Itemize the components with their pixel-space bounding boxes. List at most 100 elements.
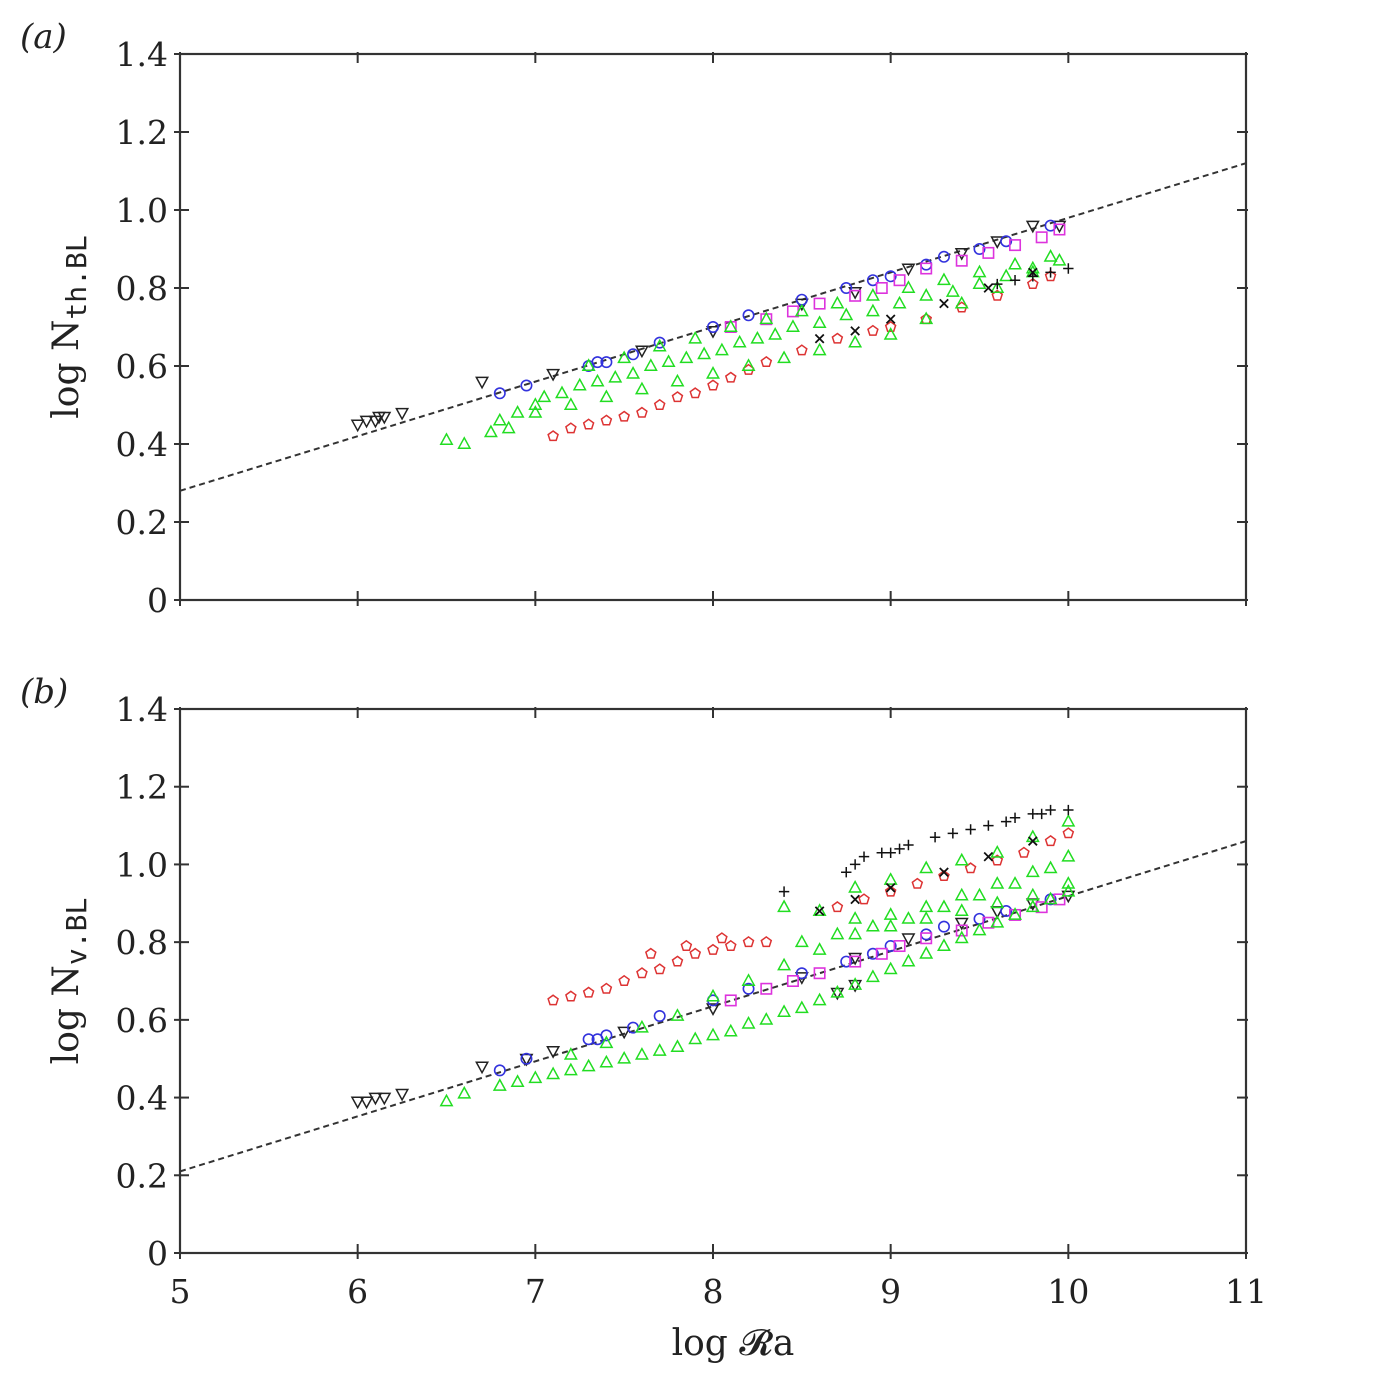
data-point-pentagon [600, 414, 613, 426]
data-point-triangle-up [1043, 891, 1058, 905]
data-point-triangle-up [794, 303, 809, 317]
y-tick-label: 0 [147, 1234, 168, 1273]
data-point-pentagon [582, 418, 595, 430]
data-point-pentagon [565, 422, 577, 434]
x-tick-label: 9 [880, 1272, 901, 1311]
data-point-square [955, 924, 968, 937]
data-point-pentagon [1044, 270, 1057, 282]
data-point-triangle-up [643, 358, 658, 371]
data-point-triangle-up [999, 268, 1014, 282]
data-point-circle [653, 1009, 666, 1022]
data-point-pentagon [964, 862, 977, 874]
data-point-triangle-down [634, 345, 649, 359]
data-point-x [814, 333, 825, 344]
data-point-triangle-up [723, 1023, 738, 1037]
data-point-circle [866, 947, 879, 960]
data-point-triangle-up [937, 938, 951, 951]
data-point-triangle-up [990, 280, 1005, 293]
data-point-pentagon [547, 994, 559, 1006]
data-point-plus [1045, 804, 1056, 816]
data-point-triangle-up [634, 381, 649, 395]
data-point-triangle-up [919, 946, 934, 959]
data-point-triangle-up [901, 911, 916, 924]
data-point-plus [778, 886, 790, 897]
data-point-triangle-up [572, 377, 587, 391]
data-point-pentagon [565, 990, 577, 1002]
data-point-plus [1045, 267, 1056, 278]
data-point-triangle-down [395, 407, 410, 421]
data-point-square [813, 967, 826, 980]
data-point-triangle-up [714, 342, 729, 356]
data-point-triangle-up [599, 389, 614, 403]
data-point-circle [920, 928, 933, 941]
data-point-circle [884, 270, 897, 283]
data-point-circle [973, 243, 986, 256]
data-point-triangle-up [865, 918, 880, 932]
data-point-triangle-up [794, 1000, 809, 1014]
data-point-triangle-up [1025, 899, 1040, 913]
data-point-triangle-up [777, 350, 792, 364]
data-point-plus [947, 828, 959, 839]
series-x [814, 267, 1038, 344]
data-point-triangle-up [634, 1047, 649, 1060]
data-point-square [849, 289, 862, 302]
data-point-square [849, 955, 862, 968]
data-point-pentagon [1026, 277, 1039, 290]
data-point-triangle-up [581, 358, 596, 371]
data-point-circle [742, 982, 755, 995]
data-point-triangle-up [901, 953, 916, 967]
data-point-triangle-up [919, 311, 934, 325]
data-point-triangle-up [670, 373, 685, 387]
data-point-plus [876, 847, 887, 858]
data-point-triangle-down [617, 1026, 632, 1040]
data-point-triangle-up [839, 307, 854, 321]
y-tick-label: 1.0 [116, 191, 168, 230]
data-point-square [786, 974, 799, 987]
data-point-plus [1063, 263, 1074, 274]
data-point-circle [795, 967, 808, 980]
data-point-triangle-up [732, 334, 747, 348]
y-tick-label: 0.8 [116, 923, 168, 962]
data-point-triangle-up [510, 1074, 525, 1087]
data-point-pentagon [600, 982, 613, 994]
data-point-pentagon [689, 387, 702, 399]
data-point-circle [582, 1033, 595, 1046]
data-point-pentagon [858, 893, 870, 905]
y-tick-label: 1.4 [116, 35, 168, 74]
data-point-triangle-up [555, 385, 569, 399]
series-plus [992, 263, 1074, 290]
axes-frame [178, 707, 1248, 1255]
data-point-triangle-up [617, 350, 632, 364]
data-point-pentagon [724, 939, 737, 951]
series-pentagon [547, 827, 1075, 1006]
data-point-triangle-up [741, 973, 756, 986]
data-point-pentagon [760, 936, 773, 948]
data-point-pentagon [707, 379, 719, 391]
data-point-triangle-up [954, 852, 969, 866]
data-point-circle [937, 920, 950, 933]
data-point-triangle-up [1043, 860, 1058, 874]
data-point-triangle-up [972, 922, 987, 936]
data-point-pentagon [831, 332, 844, 344]
data-point-triangle-up [626, 366, 641, 379]
data-point-square [920, 932, 933, 945]
data-point-triangle-up [785, 319, 800, 332]
data-point-pentagon [1062, 827, 1075, 839]
data-point-square [920, 262, 933, 275]
data-point-triangle-up [661, 354, 676, 368]
y-tick-label: 0.2 [116, 503, 168, 542]
data-point-triangle-up [865, 288, 880, 301]
data-point-circle [600, 356, 613, 369]
data-point-triangle-up [510, 405, 525, 418]
data-point-triangle-up [439, 1093, 454, 1107]
data-point-triangle-down [1052, 220, 1067, 234]
series-circle [493, 893, 1057, 1077]
data-point-plus [849, 859, 861, 870]
data-point-circle [493, 1064, 506, 1077]
y-tick-label: 1.2 [116, 113, 168, 152]
data-point-triangle-up [1061, 813, 1076, 827]
data-point-circle [653, 336, 666, 349]
data-point-plus [894, 843, 905, 855]
data-point-circle [1000, 905, 1013, 918]
data-point-square [875, 947, 888, 960]
